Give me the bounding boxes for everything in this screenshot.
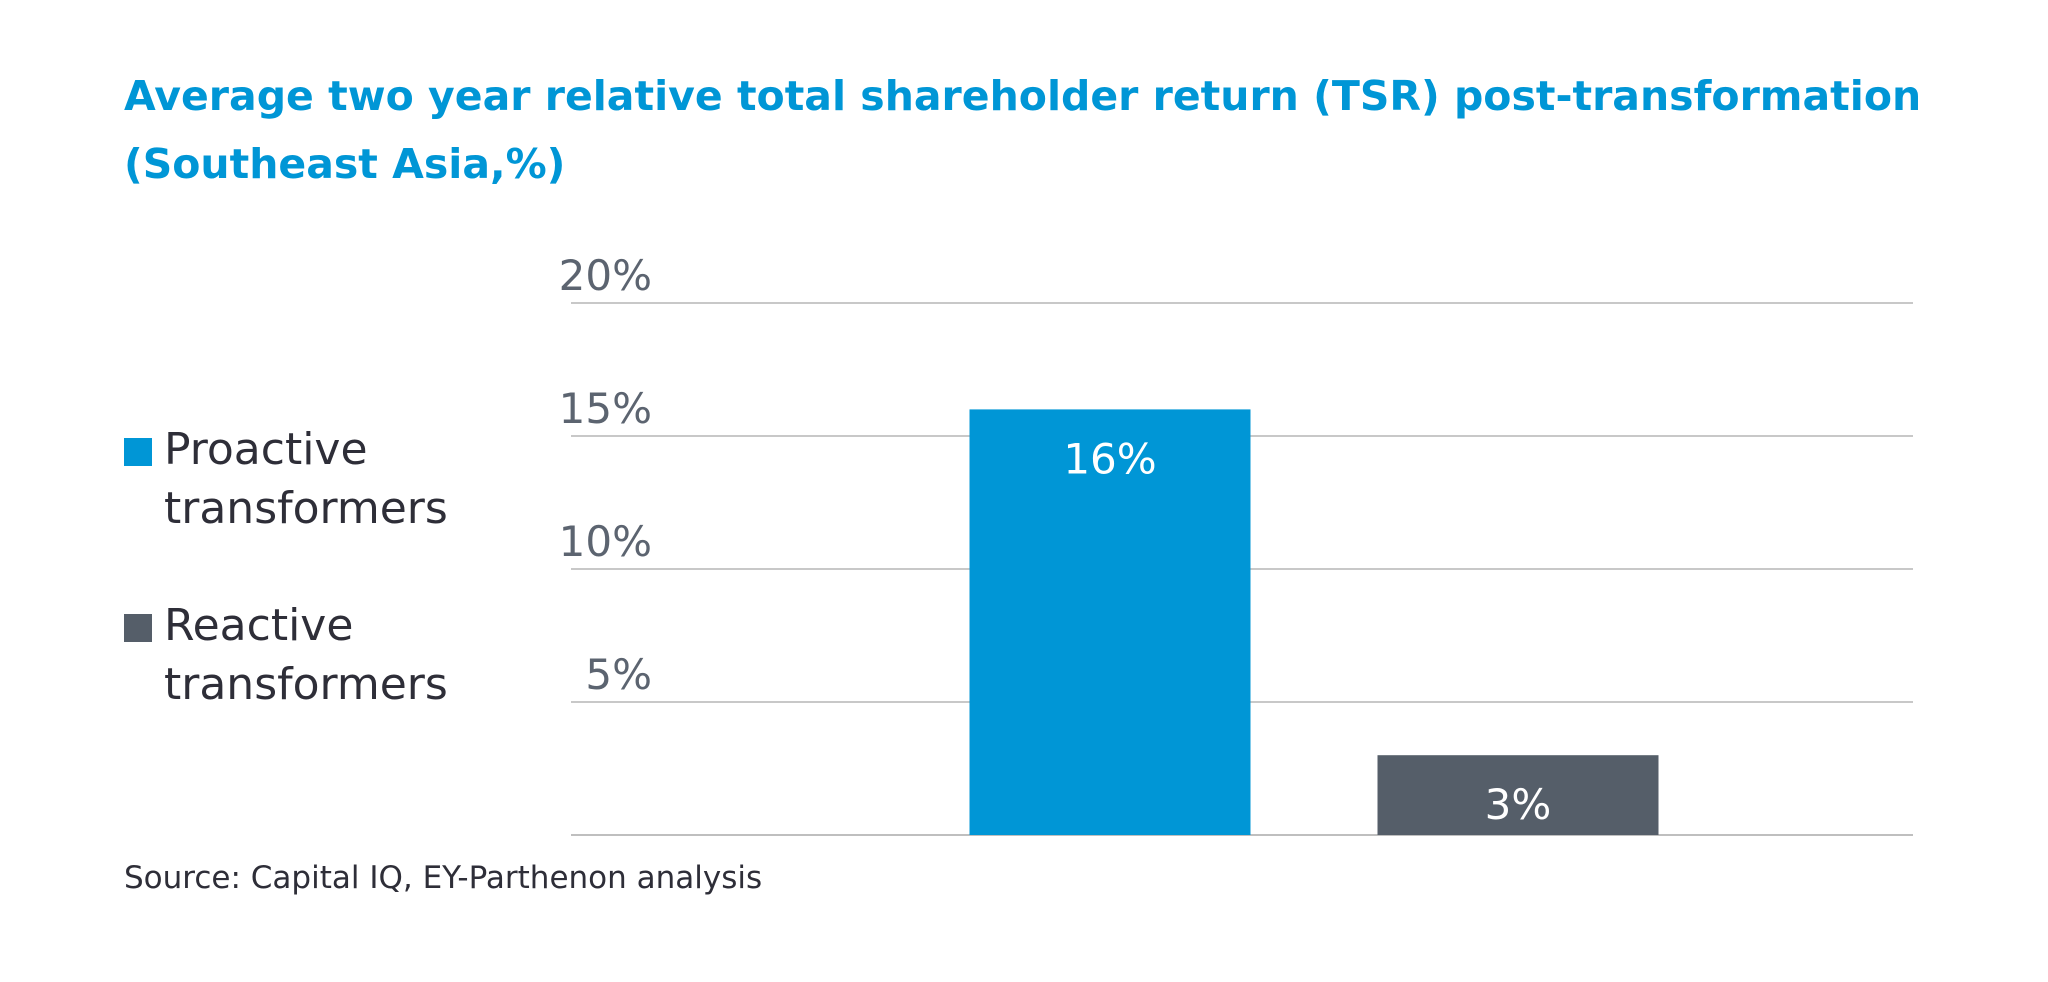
legend-label-reactive-line-2: transformers bbox=[164, 659, 448, 710]
source-note: Source: Capital IQ, EY-Parthenon analysi… bbox=[124, 860, 763, 896]
legend-swatch-proactive bbox=[124, 438, 152, 466]
data-label-reactive: 3% bbox=[1485, 780, 1552, 829]
legend-label-proactive-line-2: transformers bbox=[164, 483, 448, 534]
data-label-proactive: 16% bbox=[1063, 434, 1156, 483]
y-tick-label: 10% bbox=[559, 517, 652, 566]
legend-item-proactive: Proactive transformers bbox=[124, 420, 524, 538]
y-tick-label: 5% bbox=[585, 650, 652, 699]
legend-label-reactive-line-1: Reactive bbox=[164, 600, 354, 651]
y-tick-label: 15% bbox=[559, 384, 652, 433]
chart-title: Average two year relative total sharehol… bbox=[124, 62, 1924, 198]
legend: Proactive transformers Reactive transfor… bbox=[124, 420, 524, 772]
bar-proactive bbox=[969, 409, 1251, 835]
chart-title-line-2: (Southeast Asia,%) bbox=[124, 140, 566, 188]
legend-label-proactive-line-1: Proactive bbox=[164, 424, 368, 475]
y-tick-label: 20% bbox=[559, 251, 652, 300]
legend-item-reactive: Reactive transformers bbox=[124, 596, 524, 714]
labels: 5% 10% 15% 20% 16% 3% bbox=[559, 251, 1552, 829]
bar-reactive bbox=[1377, 755, 1659, 835]
chart-title-line-1: Average two year relative total sharehol… bbox=[124, 72, 1922, 120]
legend-swatch-reactive bbox=[124, 614, 152, 642]
bars bbox=[969, 409, 1659, 835]
